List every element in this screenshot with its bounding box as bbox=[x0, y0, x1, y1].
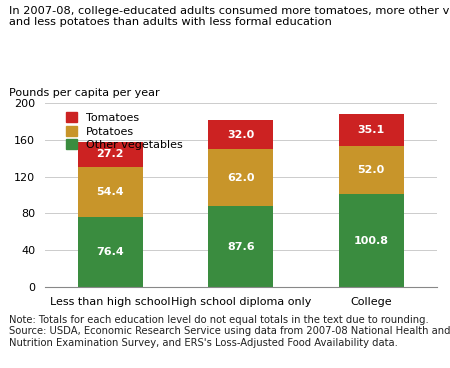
Text: 35.1: 35.1 bbox=[358, 125, 385, 135]
Text: 52.0: 52.0 bbox=[358, 165, 385, 176]
Text: and less potatoes than adults with less formal education: and less potatoes than adults with less … bbox=[9, 17, 332, 26]
Text: Note: Totals for each education level do not equal totals in the text due to rou: Note: Totals for each education level do… bbox=[9, 315, 450, 348]
Legend: Tomatoes, Potatoes, Other vegetables: Tomatoes, Potatoes, Other vegetables bbox=[66, 112, 183, 150]
Text: 76.4: 76.4 bbox=[96, 247, 124, 257]
Text: Pounds per capita per year: Pounds per capita per year bbox=[9, 88, 160, 98]
Text: 32.0: 32.0 bbox=[227, 130, 254, 140]
Text: In 2007-08, college-educated adults consumed more tomatoes, more other vegetable: In 2007-08, college-educated adults cons… bbox=[9, 6, 450, 15]
Text: 87.6: 87.6 bbox=[227, 242, 255, 252]
Bar bbox=[208, 149, 274, 206]
Bar bbox=[77, 167, 143, 217]
Bar bbox=[208, 206, 274, 287]
Bar bbox=[77, 142, 143, 167]
Bar bbox=[338, 194, 404, 287]
Bar bbox=[338, 114, 404, 146]
Text: 54.4: 54.4 bbox=[96, 187, 124, 197]
Text: 62.0: 62.0 bbox=[227, 173, 255, 183]
Bar bbox=[208, 120, 274, 149]
Bar bbox=[77, 217, 143, 287]
Bar bbox=[338, 146, 404, 194]
Text: 27.2: 27.2 bbox=[96, 149, 124, 159]
Text: 100.8: 100.8 bbox=[354, 236, 389, 246]
